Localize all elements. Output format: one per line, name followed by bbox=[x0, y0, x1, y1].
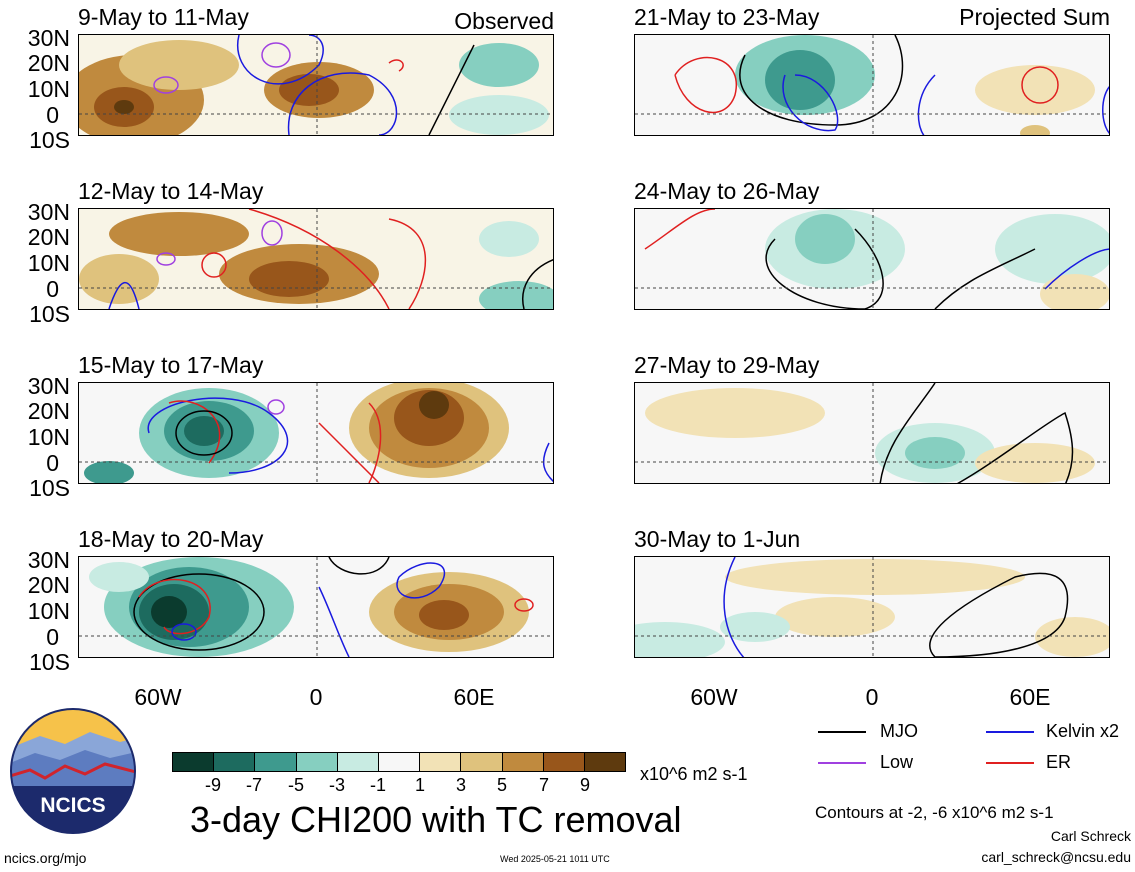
panel-title-3: 15-May to 17-May bbox=[78, 352, 264, 378]
colorbar-tick: 5 bbox=[496, 775, 508, 795]
contours-note: Contours at -2, -6 x10^6 m2 s-1 bbox=[815, 803, 1054, 822]
lat-label: 0 bbox=[46, 624, 59, 650]
panel-title-8: 30-May to 1-Jun bbox=[634, 526, 801, 552]
lat-label: 30N bbox=[27, 373, 70, 399]
lon-label-left-60w: 60W bbox=[134, 684, 182, 710]
legend-swatch-er bbox=[986, 762, 1034, 764]
colorbar-tick: 3 bbox=[455, 775, 467, 795]
main-title: 3-day CHI200 with TC removal bbox=[190, 799, 682, 840]
colorbar-bin bbox=[173, 753, 214, 771]
lat-label: 30N bbox=[27, 199, 70, 225]
lat-label: 20N bbox=[27, 572, 70, 598]
author-email[interactable]: carl_schreck@ncsu.edu bbox=[981, 849, 1131, 865]
colorbar-tick: 9 bbox=[579, 775, 591, 795]
colorbar-bin bbox=[254, 753, 296, 771]
lat-label: 30N bbox=[27, 547, 70, 573]
panel-title-4: 18-May to 20-May bbox=[78, 526, 264, 552]
lon-label-right-60e: 60E bbox=[1009, 684, 1051, 710]
panel-title-1: 9-May to 11-May bbox=[78, 4, 249, 30]
colorbar-tick: -7 bbox=[245, 775, 263, 795]
lon-label-right-60w: 60W bbox=[690, 684, 738, 710]
lon-label-left-0: 0 bbox=[309, 684, 323, 710]
colorbar-tick: 1 bbox=[414, 775, 426, 795]
map-panel-observed-2 bbox=[78, 208, 554, 310]
timestamp: Wed 2025-05-21 1011 UTC bbox=[500, 854, 610, 864]
colorbar-tick: -5 bbox=[287, 775, 305, 795]
lat-label: 10S bbox=[29, 301, 70, 327]
colorbar-units: x10^6 m2 s-1 bbox=[640, 764, 748, 784]
panel-tag-observed: Observed bbox=[454, 8, 554, 34]
lat-label: 0 bbox=[46, 102, 59, 128]
map-panel-projected-2 bbox=[634, 208, 1110, 310]
lat-label: 20N bbox=[27, 224, 70, 250]
lat-label: 10N bbox=[27, 76, 70, 102]
legend-label-mjo: MJO bbox=[880, 721, 918, 741]
lat-label: 20N bbox=[27, 50, 70, 76]
colorbar-tick: -9 bbox=[204, 775, 222, 795]
legend-label-kelvin: Kelvin x2 bbox=[1046, 721, 1120, 741]
colorbar-tick: -1 bbox=[369, 775, 387, 795]
panel-title-6: 24-May to 26-May bbox=[634, 178, 820, 204]
colorbar-bin bbox=[295, 753, 337, 771]
colorbar-bin bbox=[501, 753, 543, 771]
colorbar-bin bbox=[460, 753, 502, 771]
colorbar-bin bbox=[213, 753, 255, 771]
map-panel-observed-3 bbox=[78, 382, 554, 484]
logo-text: NCICS bbox=[40, 794, 106, 817]
colorbar-bin bbox=[583, 753, 626, 771]
lat-label: 10N bbox=[27, 250, 70, 276]
map-panel-observed-1 bbox=[78, 34, 554, 136]
colorbar bbox=[172, 752, 626, 772]
lat-label: 20N bbox=[27, 398, 70, 424]
colorbar-bin bbox=[542, 753, 584, 771]
map-panel-projected-4 bbox=[634, 556, 1110, 658]
lat-label: 10S bbox=[29, 127, 70, 153]
author-name: Carl Schreck bbox=[1050, 828, 1131, 844]
lat-label: 0 bbox=[46, 450, 59, 476]
ncics-logo: NCICS bbox=[10, 708, 136, 834]
legend-label-low: Low bbox=[880, 752, 914, 772]
legend-label-er: ER bbox=[1046, 752, 1072, 772]
map-panel-projected-3 bbox=[634, 382, 1110, 484]
panel-title-5: 21-May to 23-May bbox=[634, 4, 820, 30]
lat-label: 0 bbox=[46, 276, 59, 302]
colorbar-bin bbox=[377, 753, 420, 771]
panel-title-2: 12-May to 14-May bbox=[78, 178, 264, 204]
legend-swatch-kelvin bbox=[986, 731, 1034, 733]
lat-label: 10S bbox=[29, 475, 70, 501]
lon-label-right-0: 0 bbox=[865, 684, 879, 710]
colorbar-tick: 7 bbox=[538, 775, 550, 795]
colorbar-tick: -3 bbox=[328, 775, 346, 795]
lon-label-left-60e: 60E bbox=[453, 684, 495, 710]
lat-label: 10N bbox=[27, 424, 70, 450]
lat-label: 30N bbox=[27, 25, 70, 51]
colorbar-bin bbox=[336, 753, 378, 771]
lat-label: 10N bbox=[27, 598, 70, 624]
panel-tag-projected: Projected Sum bbox=[959, 4, 1110, 30]
legend-swatch-low bbox=[818, 762, 866, 764]
panel-title-7: 27-May to 29-May bbox=[634, 352, 820, 378]
lat-label: 10S bbox=[29, 649, 70, 675]
map-panel-projected-1 bbox=[634, 34, 1110, 136]
map-panel-observed-4 bbox=[78, 556, 554, 658]
legend-swatch-mjo bbox=[818, 731, 866, 733]
site-link[interactable]: ncics.org/mjo bbox=[4, 850, 87, 866]
colorbar-bin bbox=[419, 753, 461, 771]
